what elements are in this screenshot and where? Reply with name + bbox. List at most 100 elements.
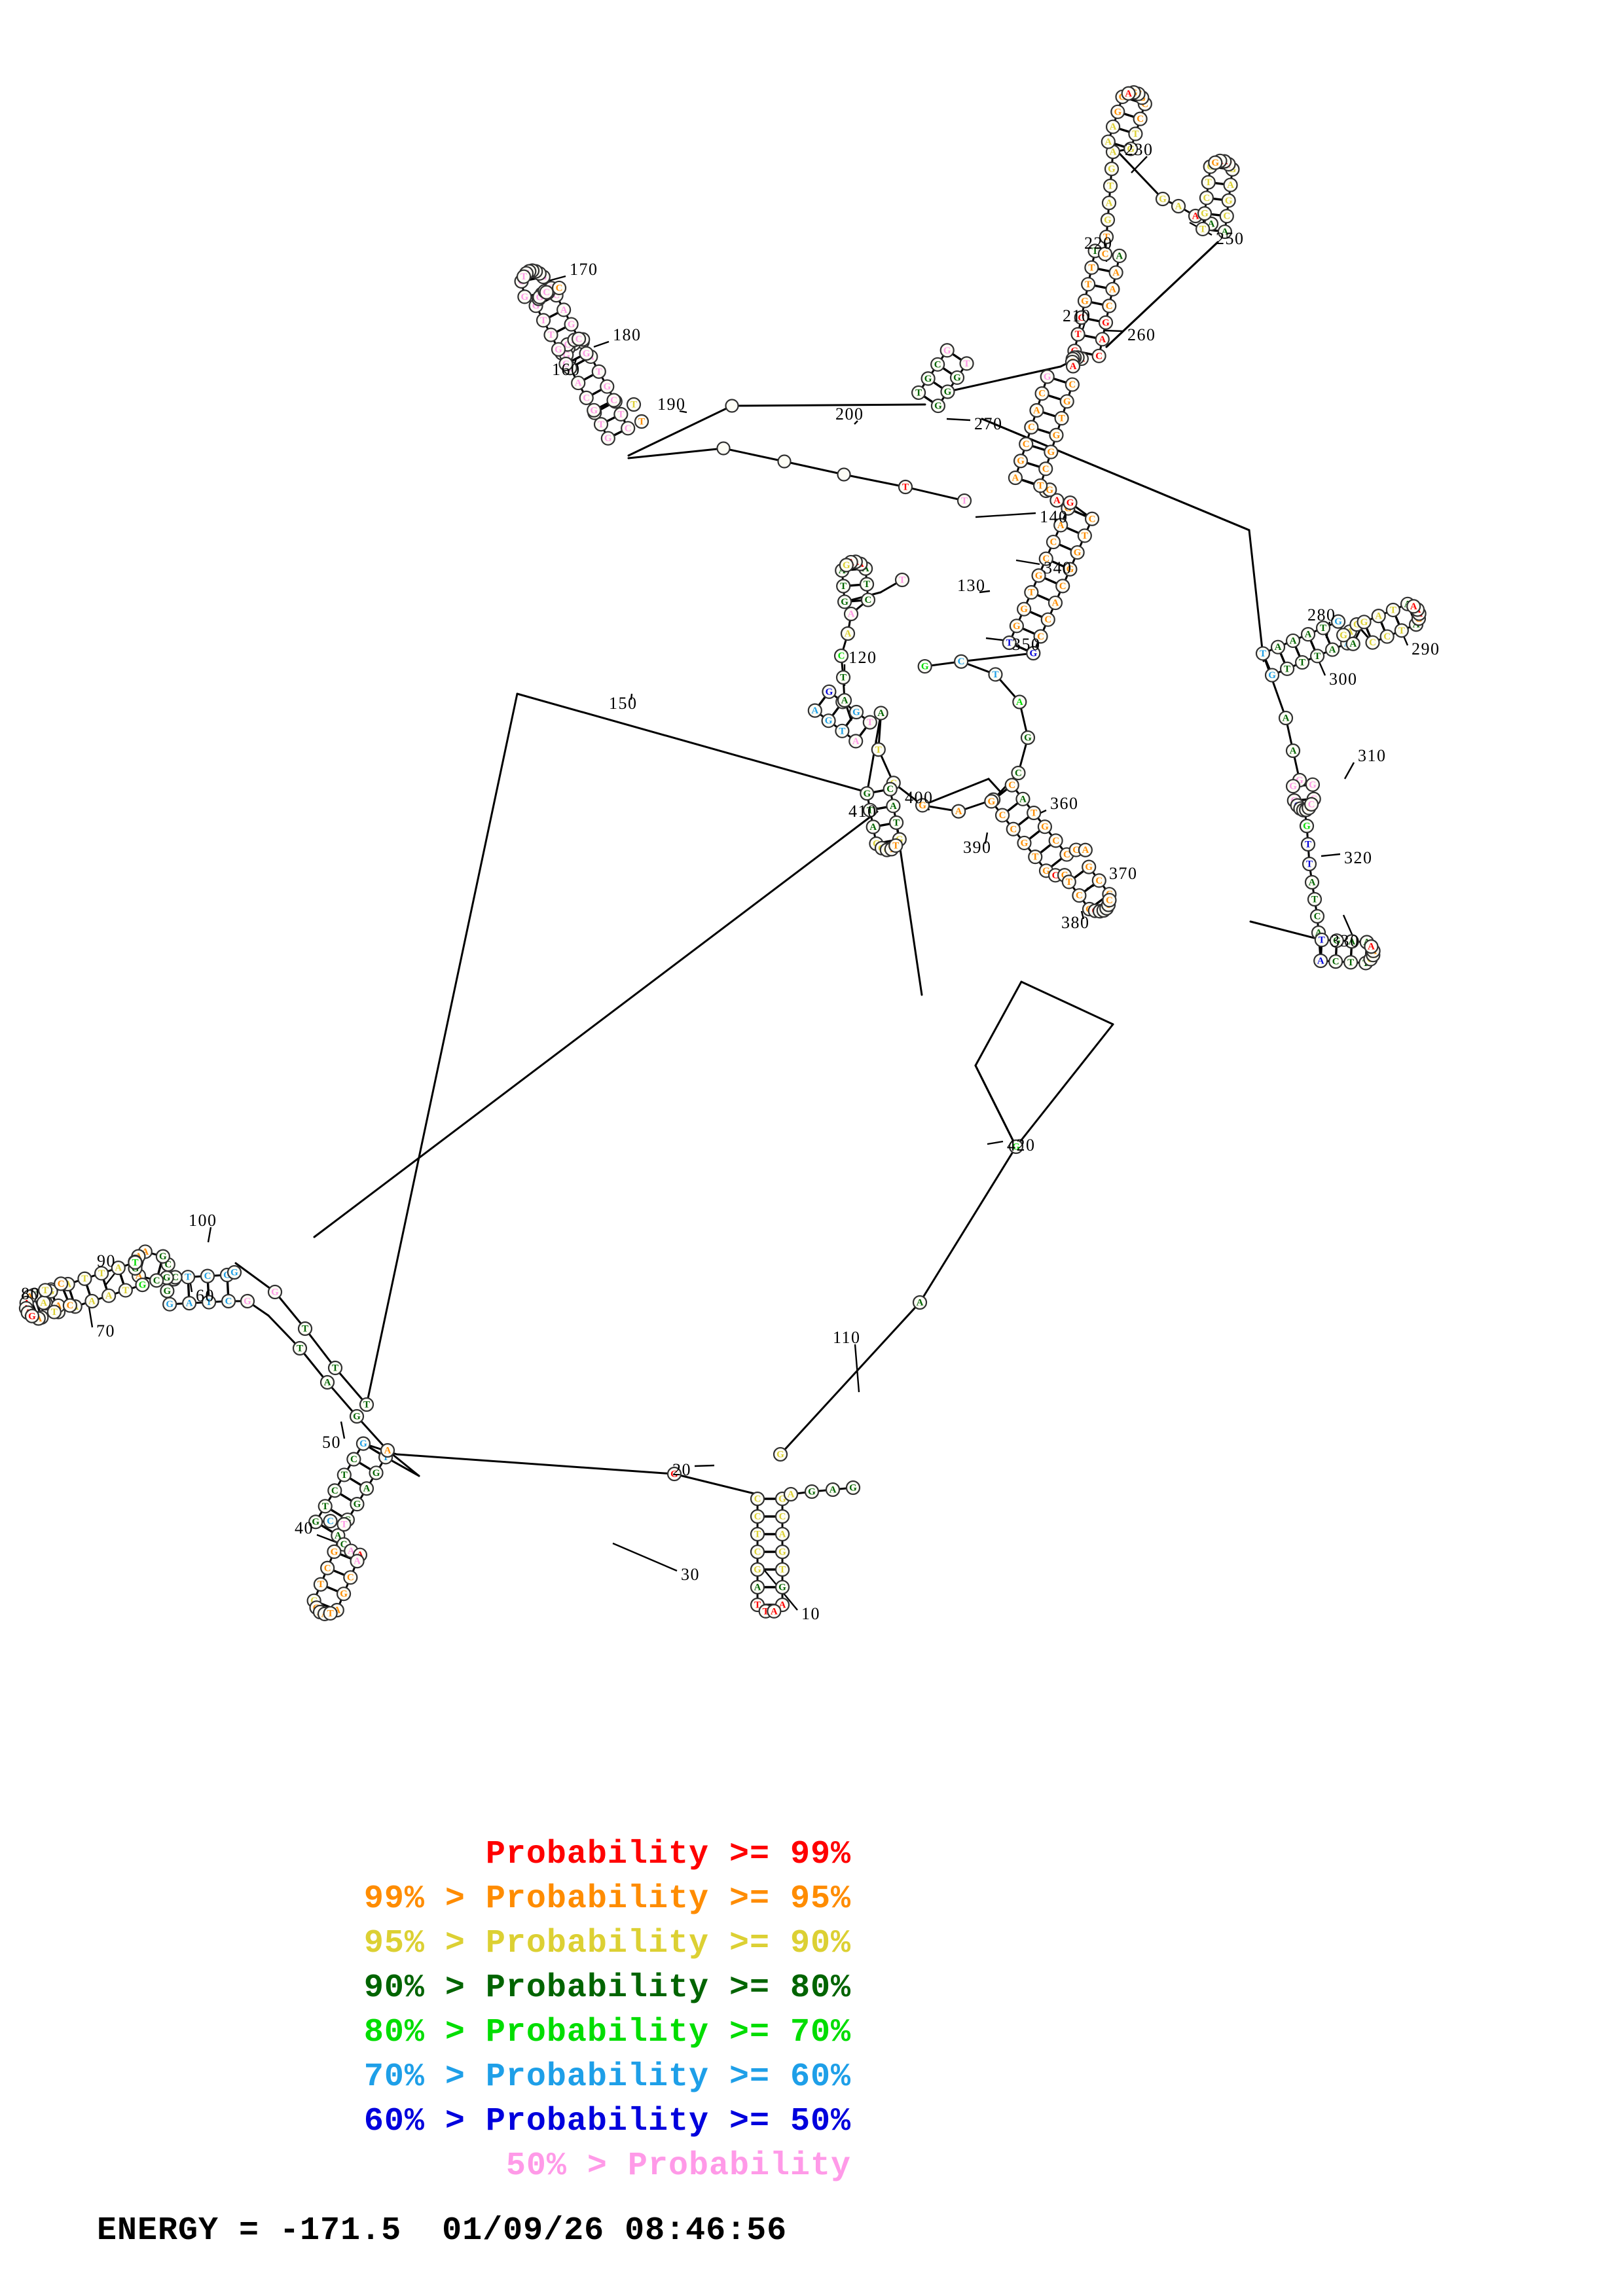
nucleotide-circle[interactable] xyxy=(894,572,910,588)
nucleotide-circle[interactable] xyxy=(822,684,837,699)
nucleotide-circle[interactable] xyxy=(1300,836,1316,852)
nucleotide-circle[interactable] xyxy=(1013,454,1029,469)
nucleotide-circle[interactable] xyxy=(1019,437,1034,452)
nucleotide-circle[interactable] xyxy=(837,594,852,609)
nucleotide-circle[interactable] xyxy=(1065,377,1080,392)
nucleotide-circle[interactable] xyxy=(634,414,649,429)
nucleotide-circle[interactable] xyxy=(1104,161,1120,177)
nucleotide-circle[interactable] xyxy=(994,808,1010,823)
nucleotide-circle[interactable] xyxy=(182,1296,197,1311)
nucleotide-circle[interactable] xyxy=(558,356,574,372)
nucleotide-circle[interactable] xyxy=(1065,359,1081,374)
nucleotide-circle[interactable] xyxy=(954,654,969,669)
nucleotide-circle[interactable] xyxy=(591,364,606,379)
nucleotide-circle[interactable] xyxy=(1102,893,1117,908)
nucleotide-circle[interactable] xyxy=(1304,797,1319,812)
nucleotide-circle[interactable] xyxy=(336,1587,352,1602)
nucleotide-circle[interactable] xyxy=(319,1374,335,1390)
nucleotide-circle[interactable] xyxy=(773,1446,788,1462)
nucleotide-circle[interactable] xyxy=(917,658,932,674)
nucleotide-circle[interactable] xyxy=(593,417,609,432)
nucleotide-circle[interactable] xyxy=(835,723,850,738)
nucleotide-circle[interactable] xyxy=(1345,636,1360,651)
nucleotide-circle[interactable] xyxy=(54,1276,69,1291)
nucleotide-circle[interactable] xyxy=(840,626,856,641)
nucleotide-circle[interactable] xyxy=(579,390,594,405)
nucleotide-circle[interactable] xyxy=(160,1283,175,1299)
nucleotide-circle[interactable] xyxy=(1046,534,1061,550)
nucleotide-circle[interactable] xyxy=(77,1271,92,1286)
nucleotide-circle[interactable] xyxy=(221,1293,236,1309)
nucleotide-circle[interactable] xyxy=(62,1298,77,1313)
nucleotide-circle[interactable] xyxy=(1024,584,1039,600)
nucleotide-circle[interactable] xyxy=(1034,386,1049,401)
nucleotide-circle[interactable] xyxy=(1364,939,1379,954)
nucleotide-circle[interactable] xyxy=(1103,178,1118,194)
nucleotide-circle[interactable] xyxy=(930,357,945,372)
nucleotide-circle[interactable] xyxy=(1098,315,1114,330)
nucleotide-circle[interactable] xyxy=(939,343,955,358)
nucleotide-circle[interactable] xyxy=(1074,310,1089,325)
nucleotide-circle[interactable] xyxy=(343,1570,358,1585)
nucleotide-circle[interactable] xyxy=(750,1526,765,1542)
nucleotide-circle[interactable] xyxy=(1330,614,1346,629)
nucleotide-circle[interactable] xyxy=(1300,627,1316,642)
nucleotide-circle[interactable] xyxy=(1081,277,1096,292)
nucleotide-circle[interactable] xyxy=(162,1297,177,1312)
nucleotide-circle[interactable] xyxy=(777,454,792,469)
nucleotide-circle[interactable] xyxy=(1020,730,1036,745)
nucleotide-circle[interactable] xyxy=(1053,518,1068,533)
nucleotide-circle[interactable] xyxy=(1077,528,1092,543)
nucleotide-circle[interactable] xyxy=(556,302,572,317)
nucleotide-circle[interactable] xyxy=(1077,293,1093,308)
nucleotide-circle[interactable] xyxy=(1033,629,1048,644)
nucleotide-circle[interactable] xyxy=(571,375,586,391)
nucleotide-circle[interactable] xyxy=(951,804,966,819)
nucleotide-circle[interactable] xyxy=(350,1497,365,1512)
nucleotide-circle[interactable] xyxy=(1304,874,1320,890)
nucleotide-circle[interactable] xyxy=(1049,493,1065,508)
nucleotide-circle[interactable] xyxy=(149,1273,164,1288)
nucleotide-circle[interactable] xyxy=(200,1268,215,1283)
nucleotide-circle[interactable] xyxy=(898,479,913,495)
nucleotide-circle[interactable] xyxy=(1285,633,1301,649)
nucleotide-circle[interactable] xyxy=(323,1513,338,1529)
nucleotide-circle[interactable] xyxy=(750,1491,765,1507)
nucleotide-circle[interactable] xyxy=(1078,842,1093,857)
nucleotide-circle[interactable] xyxy=(1208,155,1223,170)
nucleotide-circle[interactable] xyxy=(297,1321,313,1336)
nucleotide-circle[interactable] xyxy=(1009,619,1024,634)
nucleotide-circle[interactable] xyxy=(24,1308,40,1323)
nucleotide-circle[interactable] xyxy=(1217,224,1232,240)
nucleotide-circle[interactable] xyxy=(543,327,558,342)
nucleotide-circle[interactable] xyxy=(1379,629,1395,644)
nucleotide-circle[interactable] xyxy=(267,1284,283,1300)
nucleotide-circle[interactable] xyxy=(1072,888,1087,903)
nucleotide-circle[interactable] xyxy=(1008,470,1023,486)
nucleotide-circle[interactable] xyxy=(848,734,864,749)
nucleotide-circle[interactable] xyxy=(1101,134,1116,149)
nucleotide-circle[interactable] xyxy=(551,280,567,296)
nucleotide-circle[interactable] xyxy=(1059,394,1074,409)
nucleotide-circle[interactable] xyxy=(940,384,955,399)
nucleotide-circle[interactable] xyxy=(1365,635,1380,650)
nucleotide-circle[interactable] xyxy=(1102,298,1117,314)
nucleotide-circle[interactable] xyxy=(516,269,532,284)
nucleotide-circle[interactable] xyxy=(1302,856,1317,872)
nucleotide-circle[interactable] xyxy=(359,1481,374,1496)
nucleotide-circle[interactable] xyxy=(349,1408,365,1424)
nucleotide-circle[interactable] xyxy=(1024,420,1039,435)
nucleotide-circle[interactable] xyxy=(626,397,642,412)
nucleotide-circle[interactable] xyxy=(804,1484,820,1499)
nucleotide-circle[interactable] xyxy=(750,1562,765,1577)
nucleotide-circle[interactable] xyxy=(883,781,898,797)
nucleotide-circle[interactable] xyxy=(327,1360,343,1376)
nucleotide-circle[interactable] xyxy=(327,1544,342,1559)
nucleotide-circle[interactable] xyxy=(1105,281,1120,296)
nucleotide-circle[interactable] xyxy=(1105,119,1121,134)
nucleotide-circle[interactable] xyxy=(845,1480,861,1496)
nucleotide-circle[interactable] xyxy=(318,1499,333,1514)
nucleotide-circle[interactable] xyxy=(1133,111,1148,126)
nucleotide-circle[interactable] xyxy=(1084,511,1100,526)
nucleotide-circle[interactable] xyxy=(1006,821,1021,836)
